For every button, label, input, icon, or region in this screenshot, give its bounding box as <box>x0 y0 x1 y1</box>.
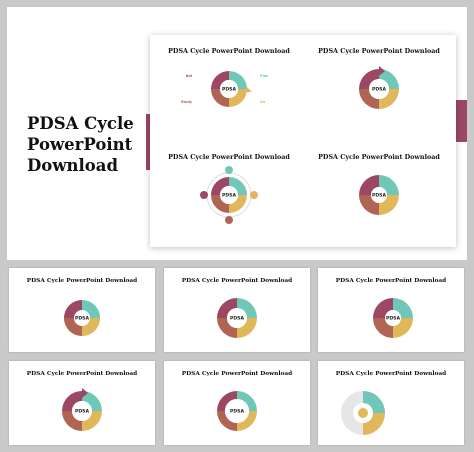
preview-quadrant-3: PDSA Cycle PowerPoint Download PDSA <box>154 141 304 245</box>
slide-title: PDSA Cycle PowerPoint Download <box>181 371 293 377</box>
stage-do-label: Do <box>260 100 266 104</box>
svg-text:PDSA: PDSA <box>75 409 89 415</box>
hero-title-line-1: PDSA Cycle <box>27 114 134 133</box>
slide-title: PDSA Cycle PowerPoint Download <box>168 153 290 161</box>
slide-title: PDSA Cycle PowerPoint Download <box>335 278 447 284</box>
slide-title: PDSA Cycle PowerPoint Download <box>26 371 138 377</box>
slide-title: PDSA Cycle PowerPoint Download <box>318 47 440 55</box>
slide-title: PDSA Cycle PowerPoint Download <box>335 371 447 377</box>
preview-quadrant-1: PDSA Cycle PowerPoint Download PDSA Plan… <box>154 35 304 139</box>
thumbnail-slide-6[interactable]: PDSA Cycle PowerPoint Download <box>318 361 464 445</box>
stage-act-label: Act <box>186 74 193 78</box>
thumbnail-slide-3[interactable]: PDSA Cycle PowerPoint Download PDSA <box>318 268 464 352</box>
thumbnail-slide-1[interactable]: PDSA Cycle PowerPoint Download PDSA <box>9 268 155 352</box>
preview-quadrant-2: PDSA Cycle PowerPoint Download PDSA <box>304 35 454 139</box>
cycle-diagram: PDSA <box>359 175 399 215</box>
preview-quadrant-4: PDSA Cycle PowerPoint Download PDSA <box>304 141 454 245</box>
accent-bar-right <box>456 100 467 142</box>
svg-text:PDSA: PDSA <box>386 316 400 322</box>
thumbnail-slide-4[interactable]: PDSA Cycle PowerPoint Download PDSA <box>9 361 155 445</box>
hero-title-line-3: Download <box>27 156 119 175</box>
svg-text:PDSA: PDSA <box>372 193 386 199</box>
svg-text:PDSA: PDSA <box>372 87 386 93</box>
hero-title-line-2: PowerPoint <box>27 135 133 154</box>
thumbnail-slide-5[interactable]: PDSA Cycle PowerPoint Download PDSA <box>164 361 310 445</box>
thumbnail-slide-2[interactable]: PDSA Cycle PowerPoint Download PDSA <box>164 268 310 352</box>
stage-plan-label: Plan <box>260 74 269 78</box>
svg-text:PDSA: PDSA <box>75 316 89 322</box>
svg-text:PDSA: PDSA <box>230 409 244 415</box>
cycle-diagram <box>341 391 385 435</box>
stage-study-label: Study <box>181 100 193 104</box>
slide-title: PDSA Cycle PowerPoint Download <box>181 278 293 284</box>
cycle-diagram: PDSA <box>217 298 257 338</box>
cycle-diagram: PDSA <box>62 388 102 431</box>
slide-title: PDSA Cycle PowerPoint Download <box>318 153 440 161</box>
slide-title: PDSA Cycle PowerPoint Download <box>26 278 138 284</box>
hero-title: PDSA Cycle PowerPoint Download <box>27 113 149 176</box>
cycle-diagram: PDSA <box>217 391 257 431</box>
cycle-diagram: PDSA <box>373 298 413 338</box>
cycle-diagram: PDSA Plan Act Study Do <box>181 71 269 107</box>
slide-title: PDSA Cycle PowerPoint Download <box>168 47 290 55</box>
svg-text:PDSA: PDSA <box>230 316 244 322</box>
center-label: PDSA <box>222 87 236 93</box>
cycle-diagram: PDSA <box>359 66 399 109</box>
svg-text:PDSA: PDSA <box>222 193 236 199</box>
cycle-diagram: PDSA <box>200 166 258 224</box>
main-preview-slide[interactable]: PDSA Cycle PowerPoint Download PDSA Plan… <box>150 35 456 247</box>
cycle-diagram: PDSA <box>64 300 100 336</box>
